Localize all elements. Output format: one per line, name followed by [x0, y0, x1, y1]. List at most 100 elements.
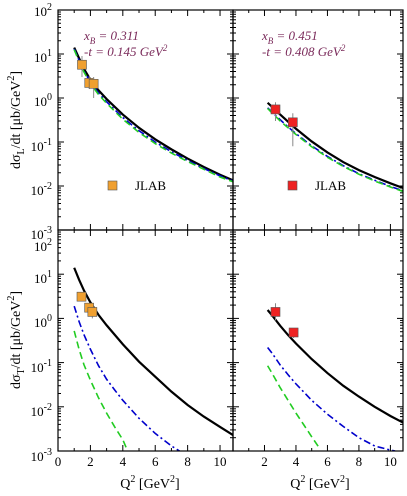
x-axis-title-right: Q2 [GeV2]	[290, 474, 349, 492]
yt-post: /dt [μb/GeV	[9, 81, 24, 149]
yt-sub: L	[16, 148, 27, 154]
tick-base: 10	[34, 50, 47, 65]
axis-labels: 10210110010-110-210-310110010-110-210-31…	[6, 2, 397, 492]
tick-exp: 1	[47, 269, 52, 280]
annotation-t: -t = 0.145 GeV2	[84, 43, 168, 59]
tick-base: 10	[31, 404, 44, 419]
yt-end: ]	[9, 291, 24, 296]
x-tick-label-right: 4	[293, 454, 300, 469]
tick-base: 10	[31, 183, 44, 198]
x-tick-label-left: 2	[87, 454, 94, 469]
tick-base: 10	[34, 315, 47, 330]
xt-end: ]	[345, 477, 350, 492]
legend-marker	[287, 180, 298, 191]
yt-sub: T	[16, 368, 27, 374]
curves	[266, 309, 403, 451]
series-dashed	[267, 107, 403, 193]
x-tick-label-left: 4	[120, 454, 127, 469]
ann-sup: 2	[341, 43, 346, 53]
data-points	[76, 291, 98, 319]
data-point	[270, 104, 281, 115]
tick-base: 10	[31, 139, 44, 154]
xt-pre: Q	[120, 477, 130, 492]
data-point	[288, 117, 298, 128]
panel-bottom-right	[232, 229, 404, 452]
tick-base: 10	[31, 227, 44, 242]
data-point	[87, 307, 98, 317]
legend-label: JLAB	[135, 178, 166, 193]
series-dashed	[73, 330, 129, 451]
tick-base: 10	[34, 94, 47, 109]
panel-frame	[232, 229, 404, 452]
y-tick-label-bottom-top: 102	[34, 237, 52, 254]
xt-end: ]	[175, 477, 180, 492]
data-point	[288, 327, 299, 338]
tick-base: 10	[34, 271, 47, 286]
ticks	[57, 229, 233, 452]
tick-exp: -2	[44, 402, 52, 413]
y-axis-title-top: dσL/dt [μb/GeV2]	[6, 71, 27, 169]
series-solid	[266, 309, 403, 424]
series-dashdot	[73, 305, 180, 451]
tick-exp: 0	[47, 313, 52, 324]
y-tick-label-bottom: 10-3	[31, 447, 52, 464]
tick-exp: -1	[44, 137, 52, 148]
data-point	[270, 307, 281, 317]
data-point	[76, 291, 87, 302]
ann-rest: = 0.311	[95, 28, 139, 43]
y-tick-label-top: 10-1	[31, 137, 52, 154]
panel-bottom-left	[57, 229, 234, 452]
y-tick-label-bottom: 101	[34, 269, 52, 286]
yt-sup: 2	[6, 76, 17, 81]
xt-post: [GeV	[305, 477, 340, 492]
tick-base: 10	[34, 4, 47, 19]
x-tick-label-left: 8	[184, 454, 191, 469]
x-tick-label-right: 8	[356, 454, 363, 469]
y-tick-label-top: 10-2	[31, 181, 52, 198]
legend-label: JLAB	[315, 178, 346, 193]
data-point	[77, 59, 87, 70]
series-solid	[73, 47, 233, 182]
tick-base: 10	[31, 360, 44, 375]
y-axis-title-bottom: dσT/dt [μb/GeV2]	[6, 291, 27, 389]
curves	[73, 47, 233, 183]
annotation-xb: xB = 0.451	[261, 28, 318, 46]
data-points	[270, 303, 299, 339]
xt-sup: 2	[130, 474, 135, 485]
y-tick-label-divider: 10-3	[31, 225, 52, 242]
series-dashdot	[266, 346, 396, 451]
tick-base: 10	[31, 449, 44, 464]
y-tick-label-top: 100	[34, 92, 52, 109]
tick-exp: -1	[44, 358, 52, 369]
xt-post: [GeV	[135, 477, 170, 492]
ann-sub: B	[90, 36, 96, 46]
x-tick-label-left: 10	[214, 454, 227, 469]
yt-sup: 2	[6, 296, 17, 301]
ann-sup: 2	[163, 43, 168, 53]
tick-exp: -3	[44, 225, 52, 236]
x-tick-label-right: 2	[261, 454, 268, 469]
tick-exp: 0	[47, 92, 52, 103]
tick-base: 10	[34, 239, 47, 254]
xt-sup2: 2	[170, 474, 175, 485]
yt-pre: dσ	[9, 374, 24, 389]
x-tick-label-right: 6	[324, 454, 331, 469]
data-points	[77, 56, 99, 98]
yt-post: /dt [μb/GeV	[9, 301, 24, 369]
y-tick-label-bottom: 100	[34, 313, 52, 330]
x-axis-title-left: Q2 [GeV2]	[120, 474, 179, 492]
annotation-t: -t = 0.408 GeV2	[262, 43, 346, 59]
y-tick-label-top: 101	[34, 48, 52, 65]
xt-pre: Q	[290, 477, 300, 492]
tick-exp: 2	[47, 2, 52, 13]
xt-sup2: 2	[340, 474, 345, 485]
tick-exp: -3	[44, 447, 52, 458]
yt-end: ]	[9, 71, 24, 76]
xt-sup: 2	[300, 474, 305, 485]
x-tick-label-right: 10	[384, 454, 397, 469]
series-dashdot	[267, 107, 403, 192]
data-point	[88, 79, 99, 89]
